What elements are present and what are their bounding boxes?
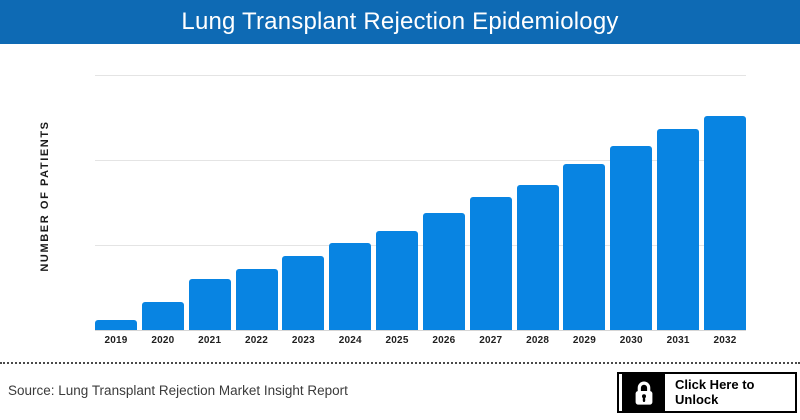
bar-cell-2029: 2029	[563, 75, 606, 346]
gridline	[95, 159, 746, 161]
bar-cell-2024: 2024	[329, 75, 372, 346]
bar-2027	[469, 197, 512, 330]
plot-area: 2019 2020 2021 2022 2023 2024 2025 2026 2027 2028…	[95, 75, 746, 346]
x-tick-label: 2032	[713, 335, 737, 346]
gridline	[95, 245, 746, 246]
x-tick-label: 2019	[104, 335, 128, 346]
x-tick-label: 2021	[198, 335, 222, 346]
x-tick-label: 2031	[666, 335, 690, 346]
lock-icon	[635, 381, 652, 405]
bar-cell-2026: 2026	[422, 75, 465, 346]
source-citation: Source: Lung Transplant Rejection Market…	[8, 383, 348, 398]
x-tick-label: 2025	[385, 335, 409, 346]
lock-icon-box	[622, 374, 665, 411]
x-axis-baseline	[95, 330, 746, 331]
bar-cell-2021: 2021	[188, 75, 231, 346]
footer-divider	[0, 362, 800, 364]
bar-cell-2032: 2032	[703, 75, 746, 346]
bar-cell-2027: 2027	[469, 75, 512, 346]
x-tick-label: 2028	[526, 335, 550, 346]
bar-cell-2030: 2030	[610, 75, 653, 346]
bar-2029	[563, 164, 606, 330]
unlock-button[interactable]: Click Here to Unlock	[617, 372, 797, 413]
bar-2024	[329, 243, 372, 330]
y-axis-label: NUMBER OF PATIENTS	[39, 120, 51, 272]
bar-cell-2022: 2022	[235, 75, 278, 346]
bar-series: 2019 2020 2021 2022 2023 2024 2025 2026 2027 2028…	[95, 75, 746, 346]
bar-2028	[516, 184, 559, 330]
bar-2026	[422, 212, 465, 330]
bar-cell-2020: 2020	[141, 75, 184, 346]
bar-cell-2031: 2031	[657, 75, 700, 346]
gridline	[95, 75, 746, 76]
bar-cell-2025: 2025	[376, 75, 419, 346]
x-tick-label: 2026	[432, 335, 456, 346]
bar-2020	[141, 301, 184, 330]
x-tick-label: 2020	[151, 335, 175, 346]
page-title: Lung Transplant Rejection Epidemiology	[181, 8, 619, 35]
bar-2031	[657, 128, 700, 330]
bar-2025	[376, 230, 419, 330]
bar-2022	[235, 268, 278, 330]
bar-cell-2019: 2019	[95, 75, 137, 346]
x-tick-label: 2022	[245, 335, 269, 346]
chart-title-bar: Lung Transplant Rejection Epidemiology	[0, 0, 800, 44]
x-tick-label: 2024	[338, 335, 362, 346]
bar-2019	[95, 319, 137, 330]
x-tick-label: 2030	[619, 335, 643, 346]
bar-2032	[703, 115, 746, 330]
bar-2021	[188, 279, 231, 330]
bar-cell-2023: 2023	[282, 75, 325, 346]
x-tick-label: 2029	[572, 335, 596, 346]
bar-2030	[610, 146, 653, 330]
bar-2023	[282, 256, 325, 330]
x-tick-label: 2027	[479, 335, 503, 346]
unlock-button-label: Click Here to Unlock	[675, 377, 755, 407]
x-tick-label: 2023	[291, 335, 315, 346]
bar-cell-2028: 2028	[516, 75, 559, 346]
